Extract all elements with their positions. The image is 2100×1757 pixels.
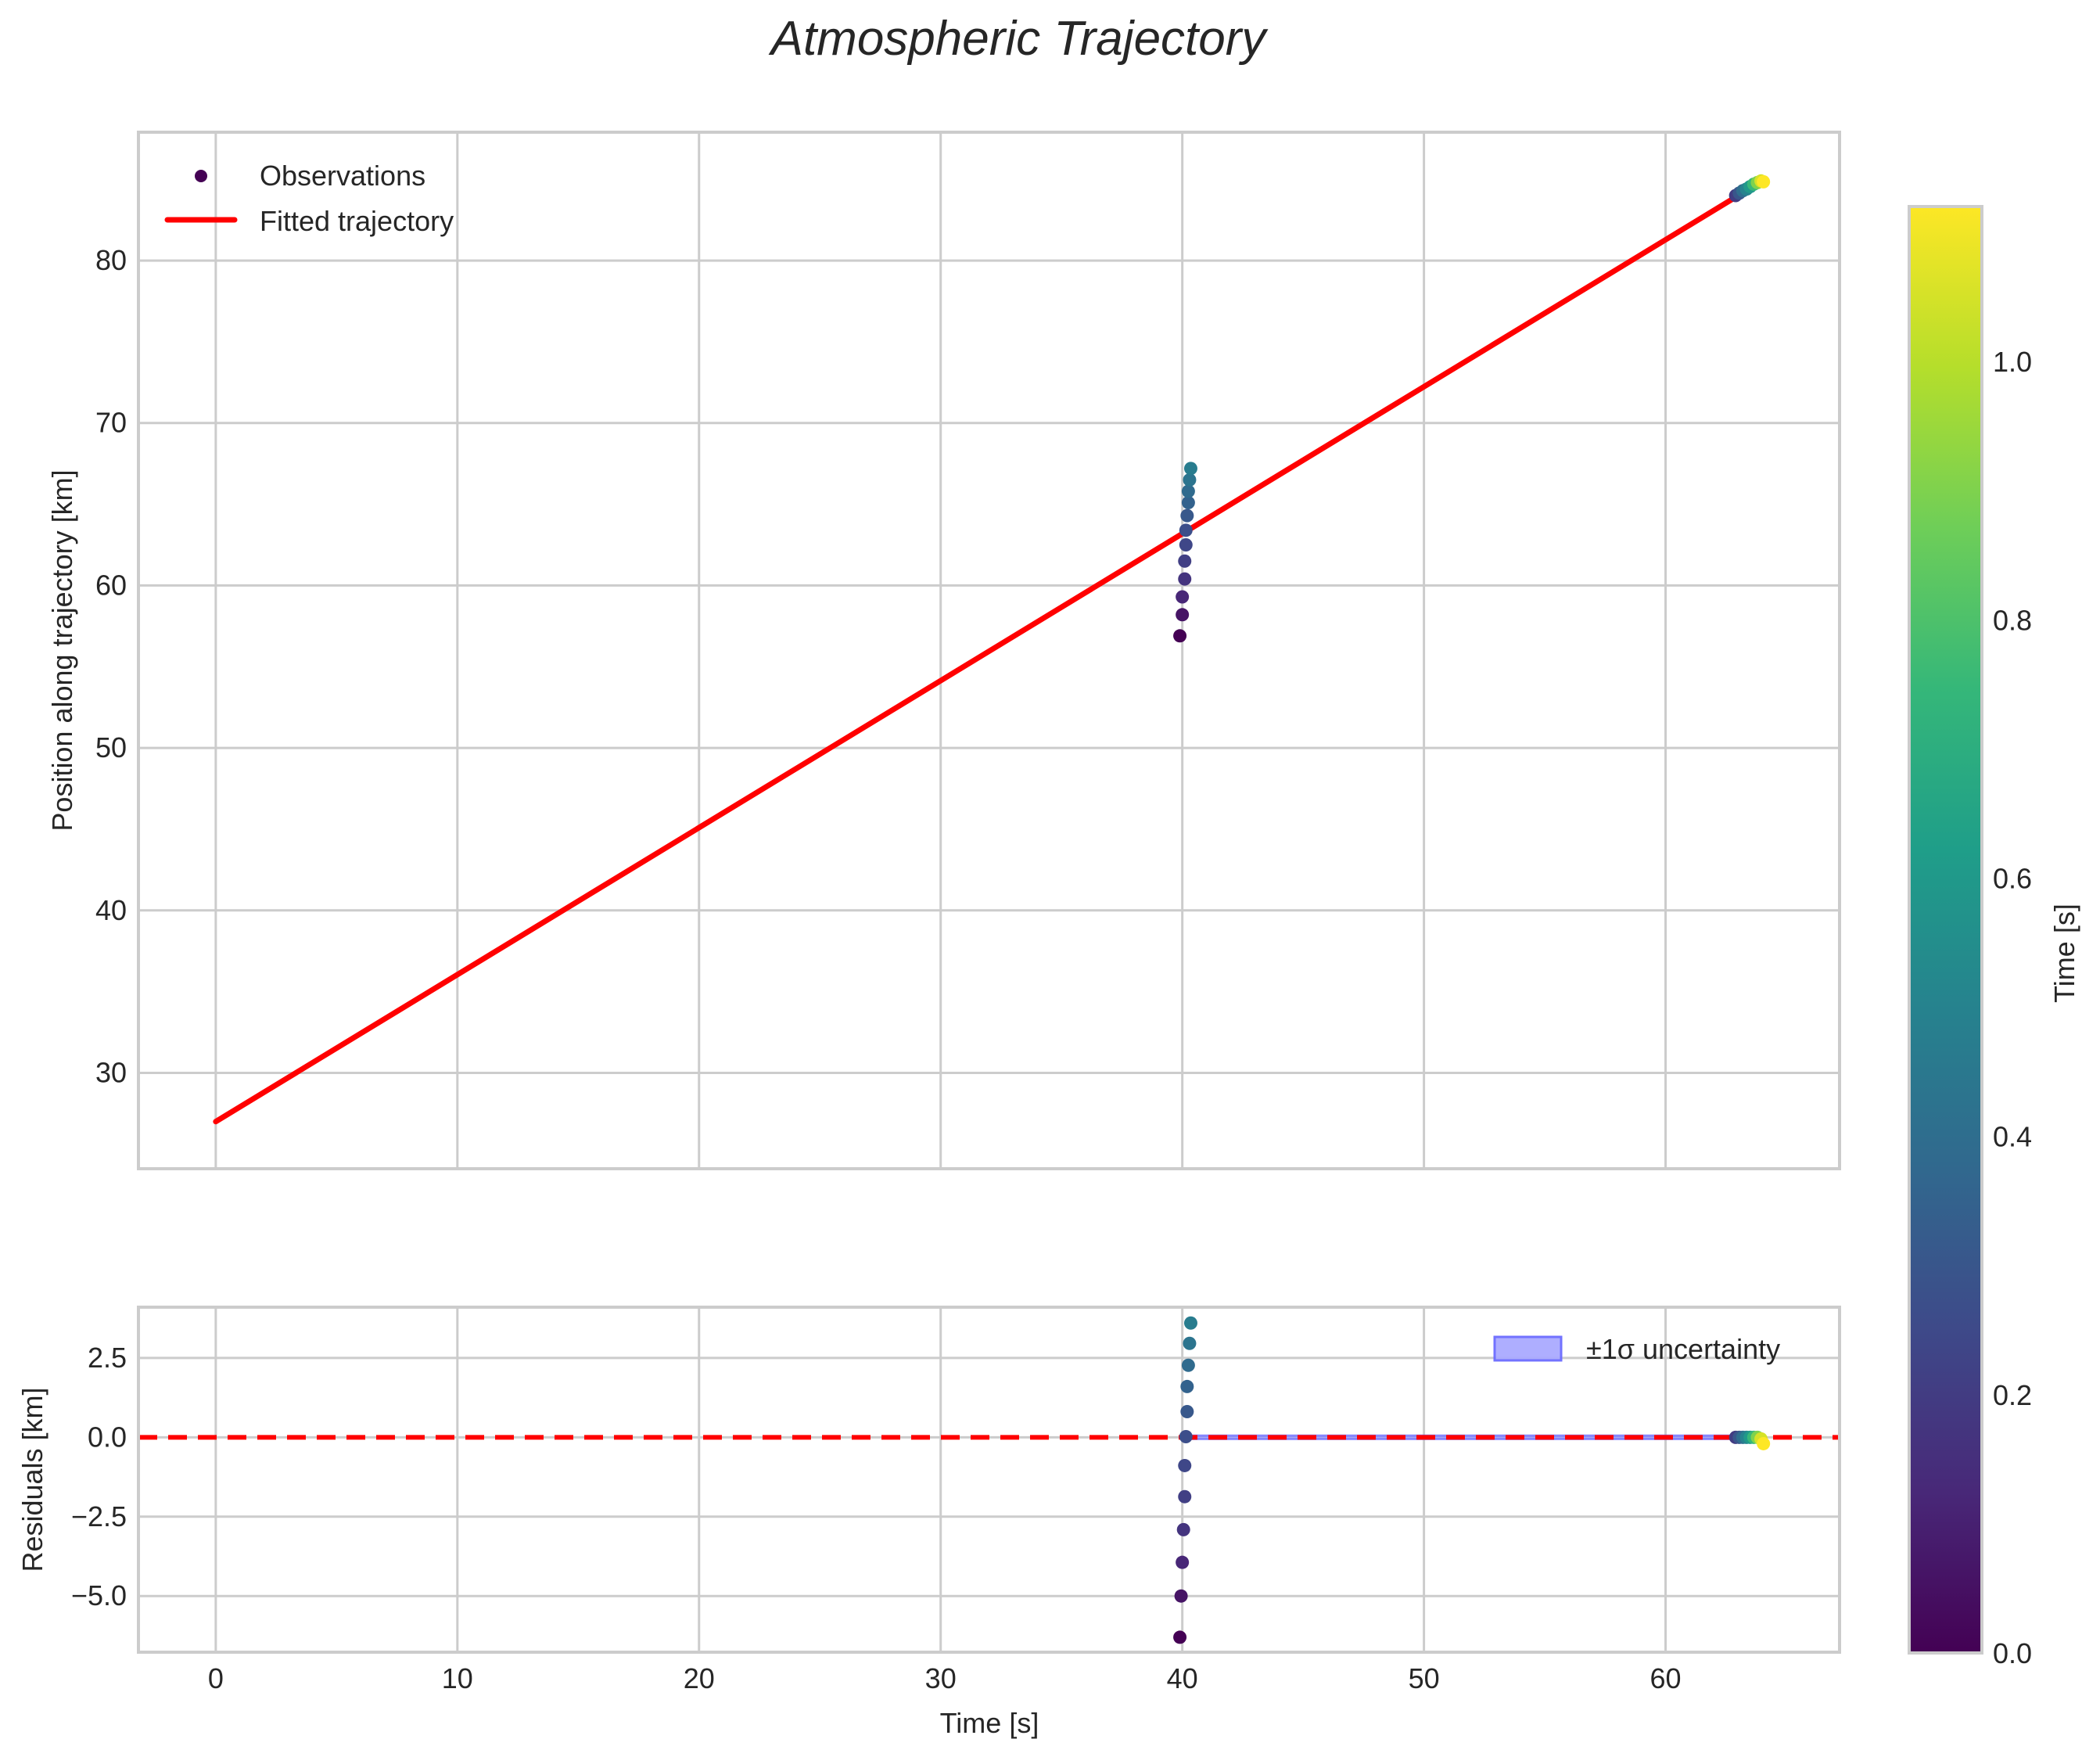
observation-point bbox=[1179, 538, 1193, 552]
y-tick-label: 80 bbox=[95, 244, 127, 276]
legend-label-uncertainty: ±1σ uncertainty bbox=[1586, 1333, 1780, 1365]
observation-point bbox=[1176, 1522, 1190, 1536]
colorbar-tick-label: 1.0 bbox=[1993, 346, 2032, 378]
x-tick-label: 20 bbox=[684, 1662, 715, 1694]
x-tick-label: 0 bbox=[208, 1662, 224, 1694]
y-tick-label: 30 bbox=[95, 1056, 127, 1088]
y-tick-label: 40 bbox=[95, 894, 127, 926]
x-tick-label: 30 bbox=[925, 1662, 957, 1694]
residuals-x-ticks: 0 10 20 30 40 50 60 bbox=[208, 1662, 1682, 1694]
x-tick-label: 50 bbox=[1409, 1662, 1440, 1694]
uncertainty-legend-swatch bbox=[1493, 1335, 1563, 1362]
observation-point bbox=[1178, 1458, 1192, 1472]
time-colorbar: 0.0 0.2 0.4 0.6 0.8 1.0 Time [s] bbox=[1908, 205, 2080, 1669]
residuals-axes-frame bbox=[137, 1306, 1841, 1654]
colorbar-tick-label: 0.8 bbox=[1993, 604, 2032, 636]
observation-point bbox=[1176, 608, 1190, 622]
residuals-series bbox=[138, 1316, 1840, 1644]
observation-point bbox=[1181, 484, 1195, 498]
observation-point bbox=[1178, 554, 1192, 568]
observation-point bbox=[1178, 1489, 1192, 1504]
legend-label-fitted-trajectory: Fitted trajectory bbox=[260, 205, 454, 237]
colorbar-tick-label: 0.2 bbox=[1993, 1379, 2032, 1411]
observation-point bbox=[1757, 174, 1771, 189]
observation-point bbox=[1174, 1589, 1188, 1603]
trajectory-grid bbox=[138, 132, 1840, 1169]
residuals-y-label: Residuals [km] bbox=[16, 1387, 48, 1572]
y-tick-label: 2.5 bbox=[88, 1342, 127, 1374]
y-tick-label: 0.0 bbox=[88, 1421, 127, 1453]
observation-point bbox=[1180, 1379, 1194, 1393]
trajectory-y-ticks: 30 40 50 60 70 80 bbox=[95, 244, 127, 1088]
observation-point bbox=[1183, 1316, 1197, 1330]
x-tick-label: 40 bbox=[1167, 1662, 1198, 1694]
x-tick-label: 10 bbox=[442, 1662, 473, 1694]
observation-point bbox=[1181, 1358, 1195, 1372]
observation-point bbox=[1173, 629, 1187, 643]
legend-label-observations: Observations bbox=[260, 160, 425, 192]
observation-point bbox=[1757, 1436, 1771, 1450]
observation-point bbox=[1183, 462, 1197, 476]
observation-point bbox=[1180, 1404, 1194, 1418]
y-tick-label: −2.5 bbox=[71, 1500, 127, 1532]
x-tick-label: 60 bbox=[1650, 1662, 1682, 1694]
y-tick-label: −5.0 bbox=[71, 1579, 127, 1611]
colorbar-label: Time [s] bbox=[2048, 904, 2080, 1003]
trajectory-y-label: Position along trajectory [km] bbox=[46, 469, 78, 831]
observation-point bbox=[1180, 508, 1194, 523]
residuals-plot: −5.0 −2.5 0.0 2.5 0 10 20 30 40 50 60 Residuals [… bbox=[16, 1306, 1841, 1739]
observation-point bbox=[1176, 1555, 1190, 1569]
trajectory-axes-frame bbox=[137, 131, 1841, 1170]
colorbar-gradient bbox=[1908, 205, 1983, 1655]
trajectory-legend: Observations Fitted trajectory bbox=[164, 160, 454, 237]
residuals-y-ticks: −5.0 −2.5 0.0 2.5 bbox=[71, 1342, 127, 1611]
observation-point bbox=[1183, 1336, 1197, 1350]
colorbar-tick-label: 0.6 bbox=[1993, 862, 2032, 894]
figure-title: Atmospheric Trajectory bbox=[768, 12, 1269, 66]
observation-point bbox=[1179, 523, 1193, 537]
residuals-grid bbox=[138, 1307, 1840, 1652]
trajectory-series bbox=[213, 174, 1771, 1125]
colorbar-tick-label: 0.0 bbox=[1993, 1637, 2032, 1669]
colorbar-tick-label: 0.4 bbox=[1993, 1121, 2032, 1153]
trajectory-plot: 30 40 50 60 70 80 Position along trajectory [… bbox=[46, 131, 1841, 1170]
y-tick-label: 50 bbox=[95, 731, 127, 764]
residuals-legend: ±1σ uncertainty bbox=[1493, 1333, 1780, 1365]
colorbar-ticks: 0.0 0.2 0.4 0.6 0.8 1.0 bbox=[1993, 346, 2032, 1669]
fitted-trajectory-line bbox=[213, 178, 1765, 1125]
observation-point bbox=[1178, 572, 1192, 586]
observation-point bbox=[1183, 472, 1197, 487]
observations-legend-marker bbox=[195, 170, 207, 182]
time-x-label: Time [s] bbox=[940, 1707, 1039, 1739]
y-tick-label: 70 bbox=[95, 407, 127, 439]
observation-point bbox=[1179, 1430, 1193, 1444]
y-tick-label: 60 bbox=[95, 569, 127, 601]
observation-point bbox=[1173, 1630, 1187, 1644]
observation-point bbox=[1181, 496, 1195, 510]
observation-point bbox=[1176, 590, 1190, 604]
